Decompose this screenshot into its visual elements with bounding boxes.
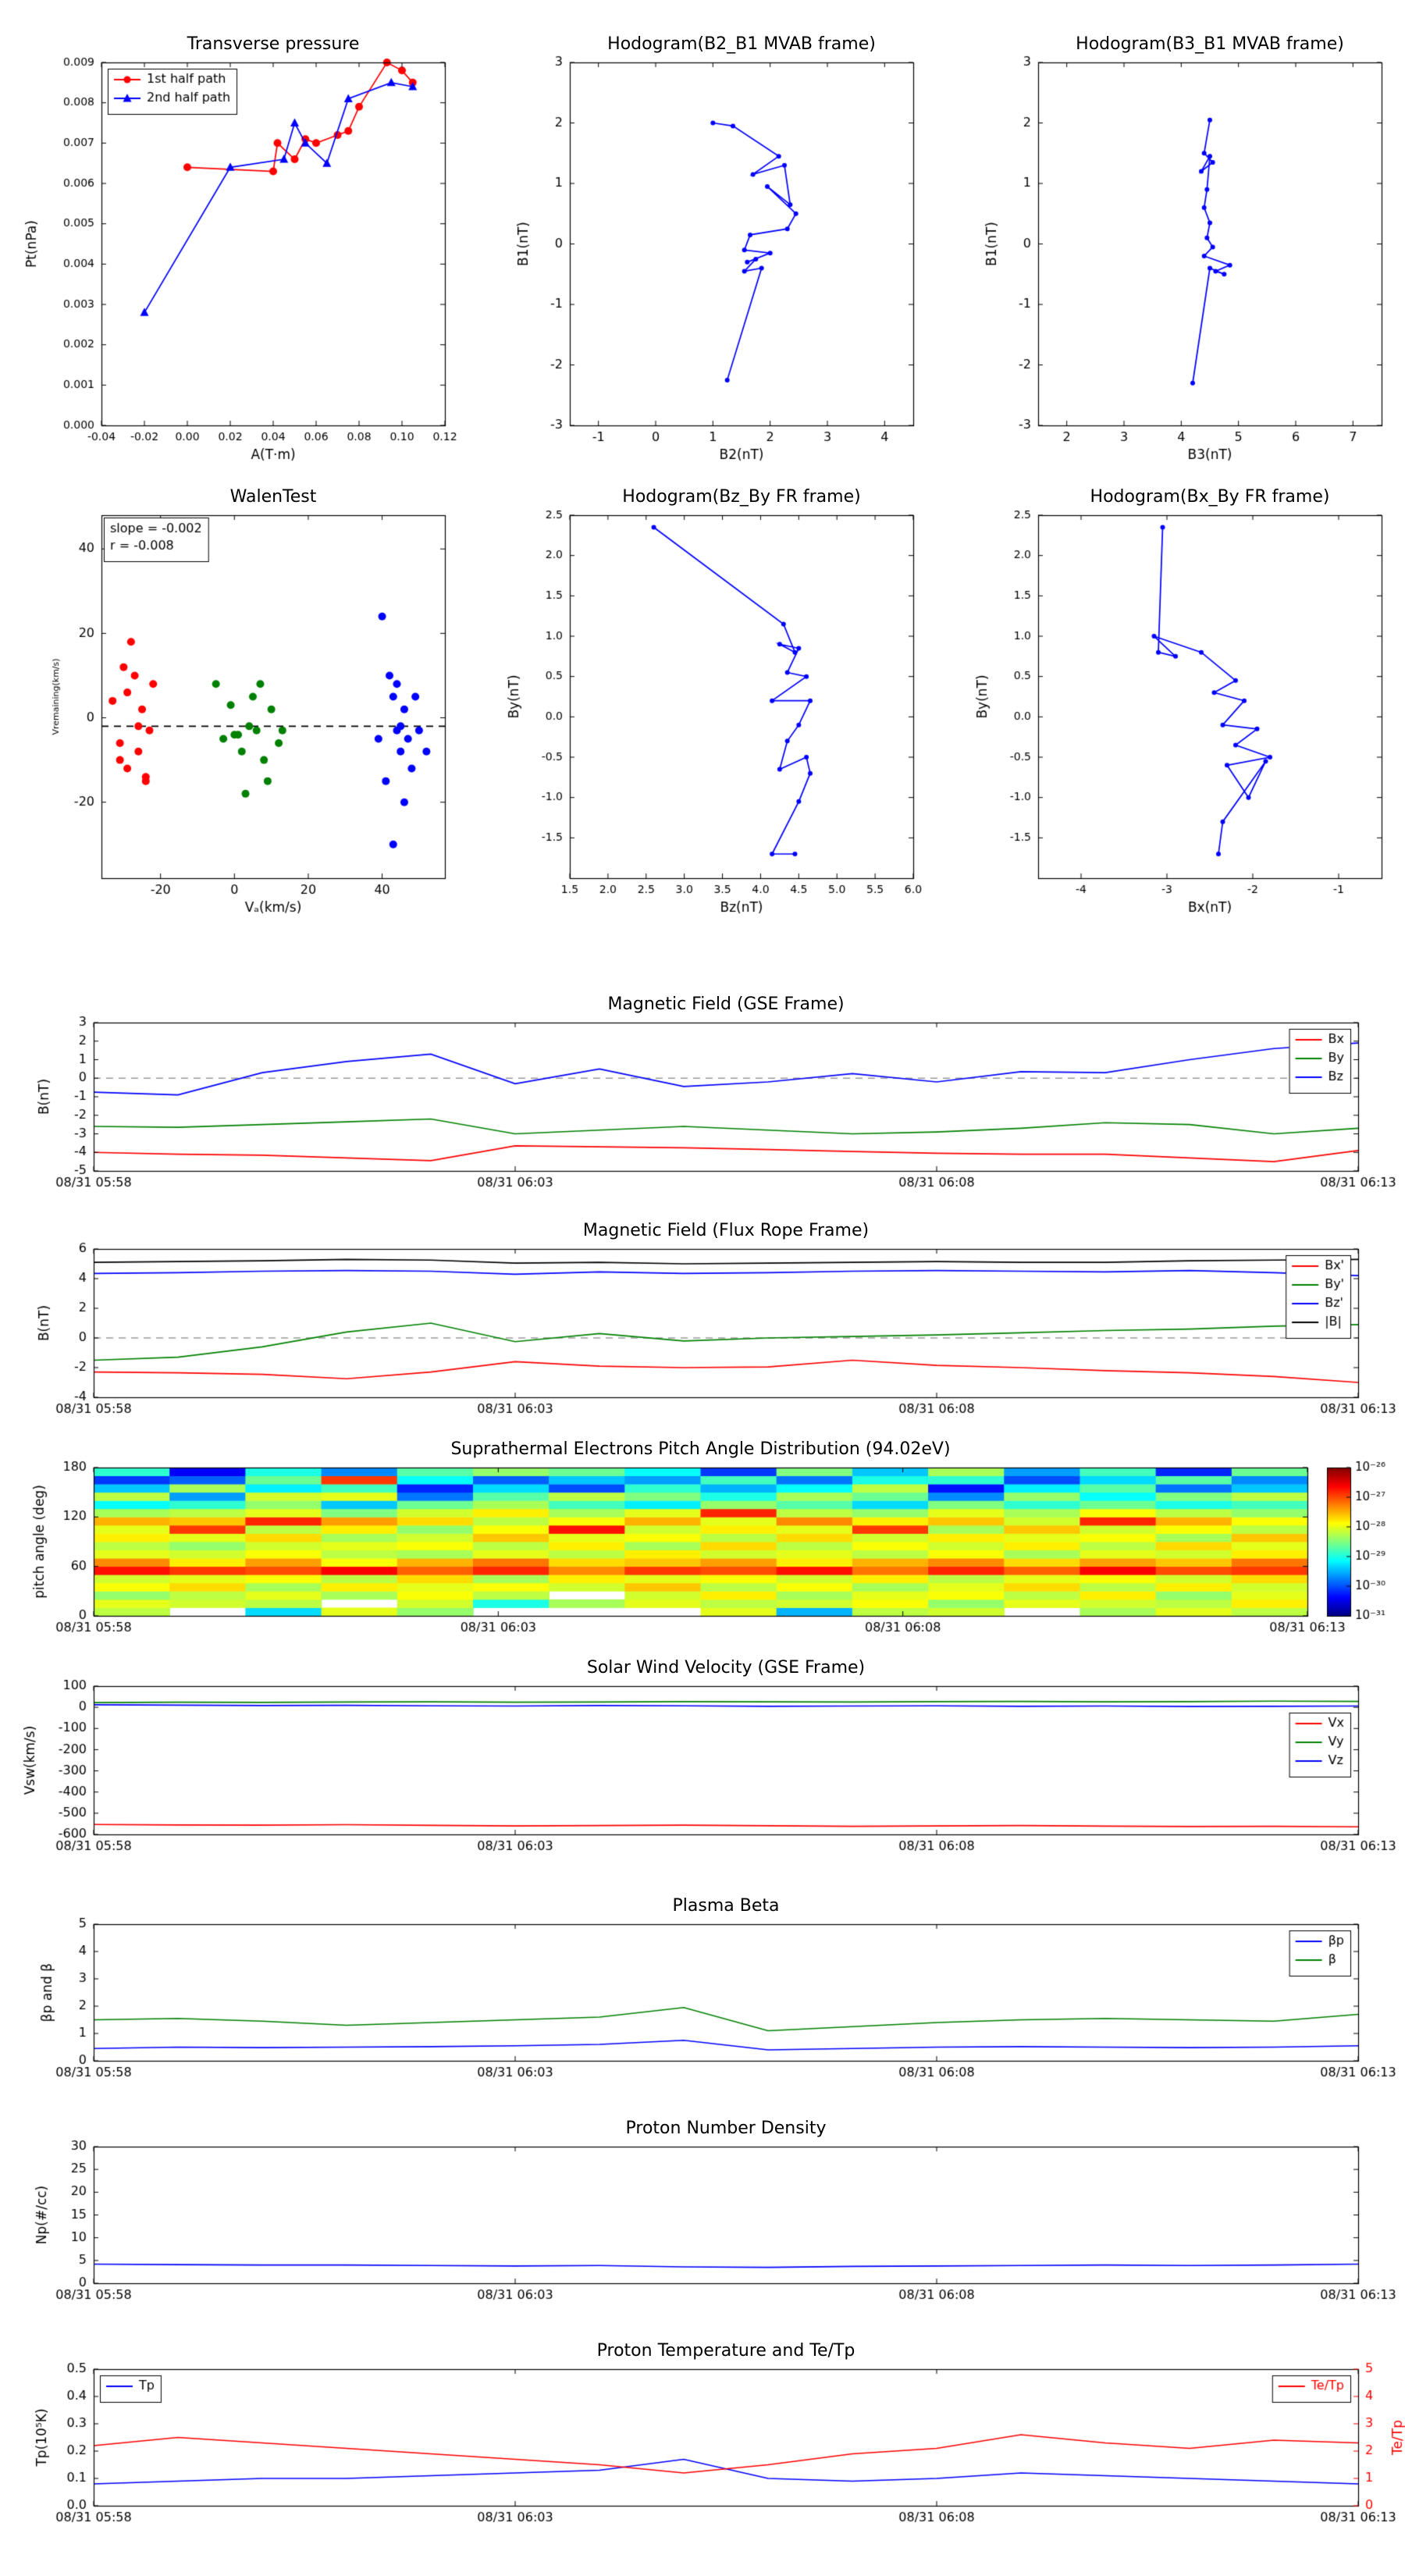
chart-title-transverse-pressure: Transverse pressure (187, 34, 360, 54)
chart-title-mag-gse: Magnetic Field (GSE Frame) (607, 994, 845, 1014)
chart-title-hodogram-b3b1: Hodogram(B3_B1 MVAB frame) (1076, 34, 1344, 54)
chart-title-plasma-beta: Plasma Beta (672, 1896, 780, 1916)
chart-title-hodogram-b2b1: Hodogram(B2_B1 MVAB frame) (607, 34, 876, 54)
chart-title-hodogram-bxby: Hodogram(Bx_By FR frame) (1090, 487, 1330, 507)
chart-title-mag-fr: Magnetic Field (Flux Rope Frame) (582, 1221, 870, 1240)
chart-title-pitch-angle: Suprathermal Electrons Pitch Angle Distr… (450, 1439, 951, 1459)
chart-title-proton-temp: Proton Temperature and Te/Tp (596, 2341, 855, 2361)
chart-title-proton-density: Proton Number Density (625, 2119, 827, 2138)
chart-title-vsw: Solar Wind Velocity (GSE Frame) (586, 1658, 866, 1678)
chart-title-hodogram-bzby: Hodogram(Bz_By FR frame) (622, 487, 861, 507)
chart-title-walen-test: WalenTest (229, 487, 317, 507)
